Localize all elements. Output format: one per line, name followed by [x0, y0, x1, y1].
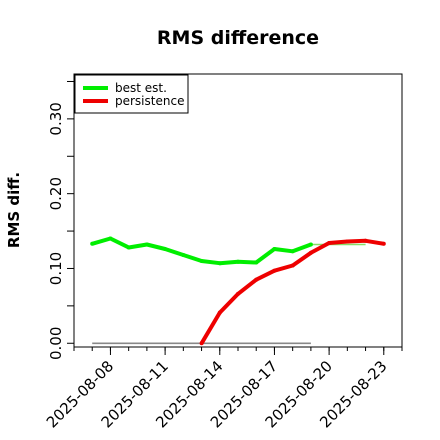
data-point-persistence — [272, 268, 277, 273]
legend-label-persistence: persistence — [115, 94, 184, 108]
data-point-best-est — [308, 242, 313, 247]
data-point-best-est — [126, 245, 131, 250]
data-point-best-est — [272, 247, 277, 251]
data-point-persistence — [217, 310, 222, 315]
data-point-best-est — [163, 247, 168, 251]
data-point-best-est — [217, 261, 222, 266]
legend-box — [74, 74, 189, 114]
data-point-best-est — [144, 242, 149, 247]
data-point-persistence — [381, 241, 386, 246]
y-tick-label: 0.10 — [47, 252, 65, 285]
y-tick-label: 0.00 — [47, 327, 65, 360]
legend: best est. persistence — [74, 74, 189, 114]
data-point-best-est — [199, 259, 204, 263]
data-point-persistence — [236, 291, 240, 296]
y-tick-label: 0.30 — [47, 102, 65, 135]
data-point-persistence — [254, 277, 259, 282]
data-point-best-est — [236, 259, 240, 264]
chart-title: RMS difference — [157, 27, 319, 49]
y-axis: 0.00 0.10 0.20 0.30 — [47, 80, 74, 360]
data-point-best-est — [90, 241, 95, 246]
data-point-persistence — [345, 239, 350, 244]
y-tick-label: 0.20 — [47, 177, 65, 210]
series-layer — [90, 236, 386, 346]
data-point-persistence — [290, 263, 295, 268]
data-point-persistence — [199, 341, 204, 346]
x-axis: 2025-08-082025-08-112025-08-142025-08-17… — [43, 347, 403, 431]
data-point-best-est — [108, 236, 113, 241]
data-point-persistence — [308, 250, 313, 255]
series-line-persistence — [199, 238, 385, 345]
data-point-persistence — [327, 241, 332, 245]
plot-frame — [73, 73, 403, 348]
y-axis-label: RMS diff. — [5, 172, 23, 248]
data-point-persistence — [363, 238, 368, 243]
data-point-best-est — [290, 249, 295, 254]
legend-label-best-est: best est. — [115, 81, 167, 95]
data-point-best-est — [181, 253, 186, 257]
data-point-best-est — [254, 260, 259, 265]
